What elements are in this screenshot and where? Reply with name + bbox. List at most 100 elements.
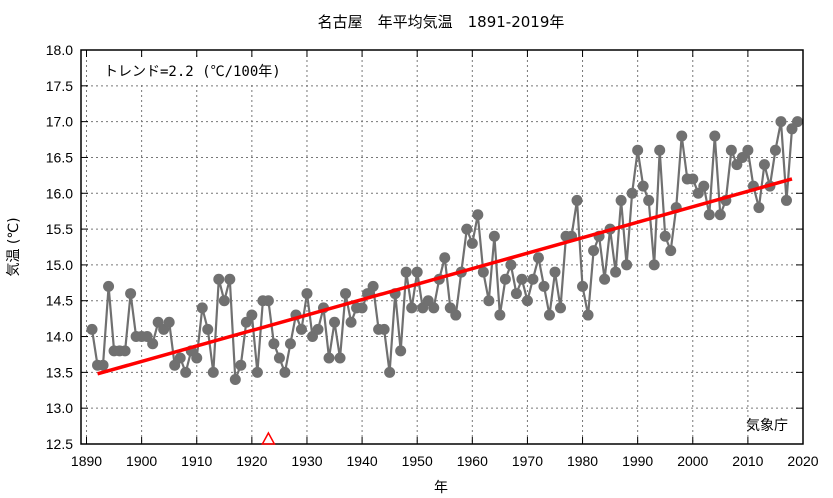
data-point xyxy=(284,338,296,350)
x-tick-label: 1900 xyxy=(126,453,157,469)
data-point xyxy=(709,130,721,142)
data-point xyxy=(532,252,544,264)
data-point xyxy=(698,180,710,192)
plot-frame xyxy=(80,49,804,445)
data-point xyxy=(384,366,396,378)
data-point xyxy=(196,302,208,314)
data-point xyxy=(499,273,511,285)
data-point xyxy=(791,116,803,128)
data-point xyxy=(577,280,589,292)
data-point xyxy=(273,352,285,364)
data-point xyxy=(543,309,555,321)
data-point xyxy=(395,345,407,357)
data-point xyxy=(439,252,451,264)
data-point xyxy=(714,209,726,221)
data-point xyxy=(356,302,368,314)
y-tick-label: 18.0 xyxy=(46,42,73,58)
data-point xyxy=(466,237,478,249)
trend-line xyxy=(97,177,793,376)
data-point xyxy=(224,273,236,285)
y-tick-label: 16.5 xyxy=(46,149,73,165)
data-point xyxy=(180,366,192,378)
data-point xyxy=(246,309,258,321)
data-point xyxy=(202,323,214,335)
data-point xyxy=(621,259,633,271)
data-point xyxy=(538,280,550,292)
data-series xyxy=(86,116,803,386)
data-point xyxy=(571,194,583,206)
data-point xyxy=(780,194,792,206)
x-tick-label: 1920 xyxy=(236,453,267,469)
y-tick-label: 16.0 xyxy=(46,185,73,201)
x-axis-label: 年 xyxy=(434,480,448,496)
data-point xyxy=(626,187,638,199)
x-tick-label: 1960 xyxy=(457,453,488,469)
data-point xyxy=(510,288,522,300)
x-tick-label: 1990 xyxy=(622,453,653,469)
x-tick-label: 1950 xyxy=(402,453,433,469)
y-tick-label: 12.5 xyxy=(46,436,73,452)
grid xyxy=(81,50,803,444)
data-point xyxy=(262,295,274,307)
series-line xyxy=(90,120,799,380)
trend-annotation: トレンド=2.2 (℃/100年) xyxy=(104,64,281,80)
data-point xyxy=(411,266,423,278)
y-axis: 12.5 13.0 13.5 14.0 14.5 15.0 15.5 16.0 16.5 17.0… xyxy=(46,42,803,452)
triangle-marker-icon xyxy=(261,431,276,445)
data-point xyxy=(769,144,781,156)
data-point xyxy=(334,352,346,364)
x-axis: 1890 1900 1910 1920 1930 1940 1950 1960 1970 1980… xyxy=(71,50,819,469)
y-tick-label: 15.0 xyxy=(46,257,73,273)
data-point xyxy=(725,144,737,156)
chart-title: 名古屋 年平均気温 1891-2019年 xyxy=(318,13,565,31)
data-point xyxy=(251,366,263,378)
x-tick-label: 1980 xyxy=(567,453,598,469)
data-point xyxy=(676,130,688,142)
data-point xyxy=(637,180,649,192)
data-point xyxy=(340,288,352,300)
relocation-marker xyxy=(261,431,276,445)
data-point xyxy=(345,316,357,328)
x-tick-label: 1890 xyxy=(71,453,102,469)
data-point xyxy=(329,316,341,328)
data-point xyxy=(643,194,655,206)
data-point xyxy=(119,345,131,357)
x-tick-label: 2000 xyxy=(677,453,708,469)
data-point xyxy=(103,280,115,292)
data-point xyxy=(632,144,644,156)
data-point xyxy=(654,144,666,156)
data-point xyxy=(687,173,699,185)
data-point xyxy=(703,209,715,221)
x-tick-label: 1940 xyxy=(347,453,378,469)
data-point xyxy=(191,352,203,364)
data-point xyxy=(229,374,241,386)
data-point xyxy=(582,309,594,321)
y-axis-label: 気温 (℃) xyxy=(6,217,22,276)
data-point xyxy=(477,266,489,278)
annotation-bg xyxy=(88,58,306,82)
data-point xyxy=(367,280,379,292)
data-point xyxy=(406,302,418,314)
data-point xyxy=(97,359,109,371)
data-point xyxy=(472,209,484,221)
y-tick-label: 15.5 xyxy=(46,221,73,237)
data-point xyxy=(659,230,671,242)
y-tick-label: 13.5 xyxy=(46,364,73,380)
data-point xyxy=(665,245,677,257)
data-point xyxy=(86,323,98,335)
data-point xyxy=(268,338,280,350)
data-point xyxy=(428,302,440,314)
source-label: 気象庁 xyxy=(746,418,788,434)
data-point xyxy=(554,302,566,314)
data-point xyxy=(323,352,335,364)
data-point xyxy=(494,309,506,321)
data-point xyxy=(301,288,313,300)
data-point xyxy=(599,273,611,285)
data-point xyxy=(549,266,561,278)
data-point xyxy=(174,352,186,364)
data-point xyxy=(378,323,390,335)
data-point xyxy=(588,245,600,257)
data-point xyxy=(400,266,412,278)
y-tick-label: 17.5 xyxy=(46,78,73,94)
data-point xyxy=(163,316,175,328)
